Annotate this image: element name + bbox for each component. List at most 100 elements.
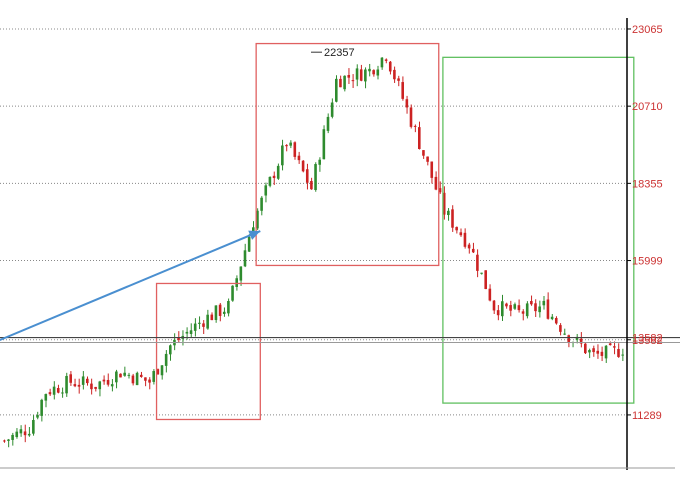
candle-body [139, 374, 143, 377]
candle-body [289, 142, 292, 146]
candle-body [281, 145, 284, 166]
annotations: 22357 [0, 42, 680, 421]
candle-body [505, 303, 508, 307]
candle-body [513, 304, 517, 309]
candle-body [73, 384, 77, 387]
candle-body [135, 372, 139, 386]
candle-body [438, 188, 442, 193]
candle-body [144, 377, 147, 381]
candle-body [119, 373, 122, 378]
candle-body [418, 127, 421, 150]
candle-body [600, 351, 604, 356]
candle-body [484, 270, 487, 290]
candle-body [451, 209, 454, 228]
candle-body [604, 345, 608, 359]
candle-body [256, 210, 259, 229]
candle-body [613, 346, 616, 348]
candle-body [106, 379, 110, 385]
candle-body [61, 392, 64, 394]
candle-body [521, 311, 525, 314]
candle-body [621, 354, 624, 356]
candle-body [239, 266, 243, 281]
candle-body [459, 232, 463, 236]
candle-body [169, 345, 172, 355]
candle-body [264, 185, 268, 196]
candle-body [546, 299, 550, 319]
candle-body [351, 80, 355, 82]
candle-body [77, 384, 81, 387]
candle-body [376, 69, 380, 76]
candle-body [559, 325, 562, 332]
candle-body [148, 379, 151, 383]
candle-body [11, 434, 14, 440]
candle-body [90, 383, 93, 390]
candle-body [388, 61, 392, 72]
candle-body [509, 305, 512, 311]
candle-body [48, 392, 52, 395]
candle-body [608, 343, 612, 346]
candle-body [3, 440, 6, 442]
candle-body [115, 371, 118, 383]
candle-body [123, 372, 126, 376]
candle-body [335, 78, 338, 102]
candle-body [409, 107, 413, 127]
candle-body [293, 142, 297, 157]
candle-body [285, 145, 288, 147]
left-red-box [155, 282, 261, 421]
candle-body [330, 102, 334, 117]
candle-body [401, 82, 404, 99]
candle-body [310, 180, 313, 190]
candle-body [222, 311, 226, 314]
candle-body [339, 78, 342, 88]
candle-body [36, 415, 39, 418]
candle-body [550, 316, 554, 320]
candle-body [164, 353, 168, 366]
candle-body [214, 305, 218, 320]
candle-body [198, 322, 201, 324]
candle-body [355, 68, 359, 80]
candle-body [542, 300, 546, 306]
candle-body [210, 314, 214, 321]
candle-body [247, 236, 251, 252]
grid-lines [0, 28, 625, 416]
candle-body [297, 155, 301, 161]
candle-body [393, 69, 396, 80]
candle-body [496, 310, 500, 316]
candle-body [227, 300, 230, 314]
y-tick-label: 13582 [632, 335, 663, 347]
candle-body [127, 374, 131, 376]
candle-body [189, 330, 193, 334]
y-tick-label: 23065 [632, 24, 663, 36]
candle-body [202, 323, 205, 327]
candle-body [23, 431, 27, 436]
candle-body [467, 244, 471, 249]
candle-body [463, 232, 467, 247]
y-tick-label: 11289 [632, 410, 662, 422]
candle-body [530, 301, 533, 305]
candle-body [480, 272, 483, 274]
candle-body [592, 348, 595, 353]
trend-arrow-line [0, 230, 261, 342]
candle-body [380, 57, 384, 68]
candle-body [65, 375, 68, 394]
candle-body [422, 150, 425, 156]
candle-body [69, 374, 72, 383]
candle-body [98, 381, 102, 390]
candle-body [447, 210, 450, 216]
candle-body [177, 337, 180, 340]
candle-body [243, 250, 247, 267]
candle-body [430, 161, 434, 178]
candle-body [525, 303, 529, 317]
candle-body [314, 164, 317, 191]
candle-body [579, 338, 583, 344]
candle-body [343, 75, 346, 90]
candle-body [534, 303, 537, 312]
candle-body [231, 285, 234, 301]
candle-body [364, 69, 367, 82]
candles [3, 57, 624, 448]
candle-body [567, 335, 570, 343]
candle-body [492, 300, 496, 311]
candle-body [235, 278, 238, 287]
